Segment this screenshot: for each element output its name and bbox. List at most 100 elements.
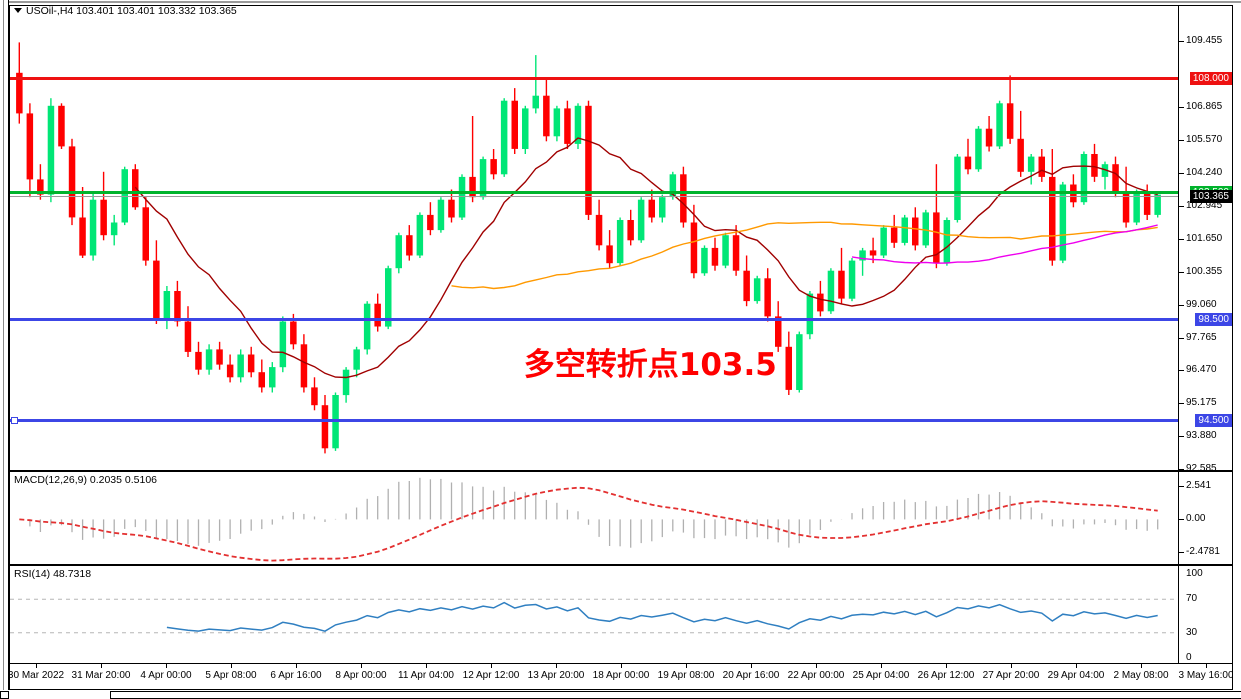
time-axis-tick [1206,664,1207,668]
time-axis-label: 19 Apr 08:00 [657,670,715,681]
price-axis-label: 109.455 [1186,35,1223,46]
time-axis-tick [1141,664,1142,668]
price-axis-tick [1179,139,1184,141]
rsi-pane[interactable]: 100 70 30 0 [9,565,1233,664]
price-axis-label: 104.240 [1186,167,1223,179]
time-axis-tick [1076,664,1077,668]
level-line-support-98-5[interactable] [10,317,1178,321]
macd-axis-label: 2.541 [1186,480,1212,491]
price-axis-tick [1179,173,1184,175]
candlestick-svg [16,42,1161,454]
time-axis-tick [1011,664,1012,668]
rsi-axis-label: 100 [1186,568,1203,579]
level-tag-support-94-5: 94.500 [1195,414,1232,428]
level-tag-resistance-108: 108.000 [1189,71,1232,85]
time-axis-tick [881,664,882,668]
time-axis-tick [426,664,427,668]
time-axis-label: 30 Mar 2022 [9,670,65,681]
level-tag-support-98-5: 98.500 [1195,312,1232,326]
level-line-resistance-108[interactable] [10,76,1178,80]
price-axis-tick [1179,370,1184,372]
level-tag-last-price: 103.365 [1189,189,1232,203]
macd-y-axis: 2.541 0.00 -2.4781 [1178,472,1232,564]
time-axis-label: 13 Apr 20:00 [527,670,585,681]
price-axis-label: 93.880 [1186,430,1217,442]
macd-axis-label: 0.00 [1186,513,1206,525]
time-axis-tick [361,664,362,668]
time-axis-label: 26 Apr 12:00 [917,670,975,681]
time-axis-tick [296,664,297,668]
time-axis-label: 4 Apr 00:00 [140,670,192,681]
price-axis-label: 99.060 [1186,298,1217,310]
macd-plot-area[interactable] [10,472,1178,564]
time-axis-tick [946,664,947,668]
rsi-svg [10,598,1178,634]
time-axis-label: 12 Apr 12:00 [462,670,520,681]
price-axis-tick [1179,469,1184,470]
rsi-plot-area[interactable] [10,566,1178,663]
price-axis-label: 95.175 [1186,397,1217,409]
price-chart-pane[interactable]: 109.455 106.865 105.570 104.240 102.945 101.6… [9,5,1233,471]
chart-annotation-text[interactable]: 多空转折点103.5 [523,346,777,383]
rsi-pane-header: RSI(14) 48.7318 [14,568,92,580]
time-axis-label: 8 Apr 00:00 [335,670,387,681]
time-axis-tick [101,664,102,668]
time-axis-label: 3 May 16:00 [1178,670,1233,681]
time-axis-label: 5 Apr 08:00 [205,670,257,681]
time-axis-label: 18 Apr 00:00 [592,670,650,681]
price-axis-label: 97.765 [1186,331,1217,343]
taskbar [0,690,1241,699]
price-axis-label: 101.650 [1186,233,1223,245]
price-axis-tick [1179,41,1184,42]
rsi-axis-label: 70 [1186,593,1198,605]
price-axis-label: 96.470 [1186,364,1217,376]
time-axis-tick [816,664,817,668]
window-top-border [0,0,1241,4]
macd-axis-tick [1179,486,1184,487]
rsi-axis-label: 0 [1186,652,1192,663]
price-axis-tick [1179,239,1184,241]
macd-axis-label: -2.4781 [1186,546,1220,557]
price-axis-label: 106.865 [1186,100,1223,112]
time-axis-label: 20 Apr 16:00 [722,670,780,681]
price-plot-area[interactable] [10,6,1178,470]
level-line-last-price[interactable] [10,195,1178,197]
time-axis-tick [751,664,752,668]
macd-pane[interactable]: 2.541 0.00 -2.4781 [9,471,1233,565]
time-axis-label: 29 Apr 04:00 [1047,670,1105,681]
level-drag-handle[interactable] [11,417,18,425]
time-axis-tick [491,664,492,668]
price-axis-label: 92.585 [1186,463,1217,471]
time-axis-tick [36,664,37,668]
level-line-pivot-103-5[interactable] [10,191,1178,195]
level-line-support-94-5[interactable] [10,419,1178,423]
macd-axis-tick [1179,552,1184,553]
window-left-border [0,0,9,690]
collapse-caret-icon[interactable] [14,8,22,13]
macd-pane-header: MACD(12,26,9) 0.2035 0.5106 [14,474,158,486]
time-axis-label: 27 Apr 20:00 [982,670,1040,681]
price-axis-label: 105.570 [1186,133,1223,145]
price-axis-tick [1179,436,1184,438]
time-axis-tick [231,664,232,668]
price-axis-label: 102.945 [1186,200,1223,212]
macd-svg [19,477,1159,562]
price-axis-tick [1179,271,1184,273]
price-axis-tick [1179,206,1184,208]
time-axis-label: 22 Apr 00:00 [787,670,845,681]
time-axis-tick [686,664,687,668]
price-pane-header-text: USOil-,H4 103.401 103.401 103.332 103.36… [26,5,237,17]
time-axis[interactable]: 30 Mar 2022 31 Mar 20:00 4 Apr 00:00 5 Apr … [9,664,1233,690]
price-axis-tick [1179,304,1184,306]
time-axis-label: 6 Apr 16:00 [270,670,322,681]
macd-axis-tick [1179,519,1184,521]
taskbar-start-button[interactable] [0,691,9,699]
rsi-axis-label: 30 [1186,626,1198,638]
price-axis-tick [1179,337,1184,339]
time-axis-label: 31 Mar 20:00 [71,670,131,681]
time-axis-label: 11 Apr 04:00 [398,670,454,681]
taskbar-tray[interactable] [110,691,1241,699]
price-axis-tick [1179,106,1184,108]
rsi-y-axis: 100 70 30 0 [1178,566,1232,663]
